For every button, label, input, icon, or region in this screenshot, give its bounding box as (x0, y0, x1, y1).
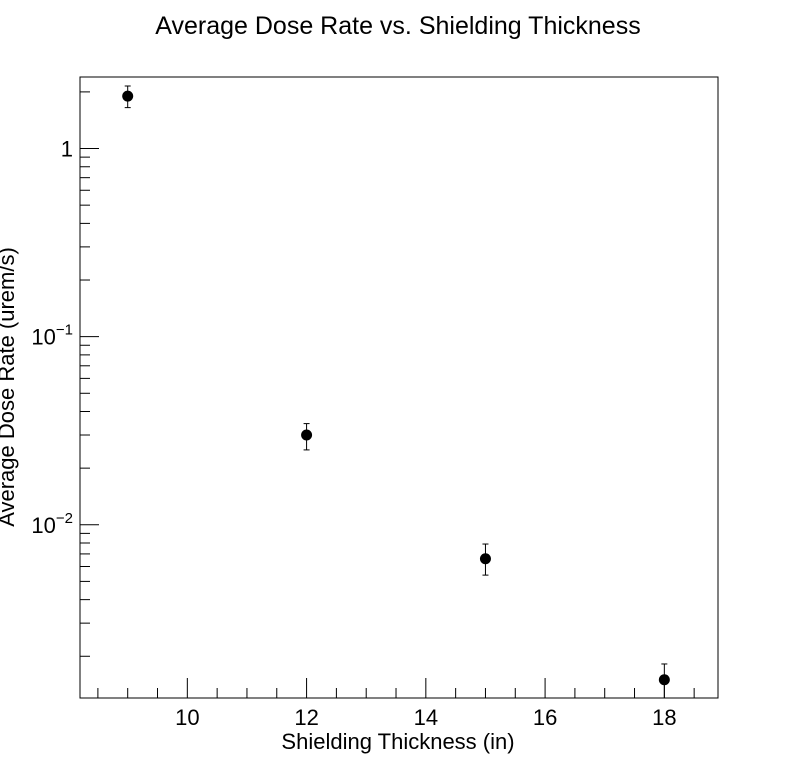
y-axis-ticks: 110−110−2 (31, 91, 99, 657)
x-tick-label: 12 (294, 705, 318, 730)
point-marker (301, 429, 313, 441)
y-tick-label: 10−1 (31, 322, 73, 350)
y-tick-exponent: −2 (56, 510, 73, 527)
data-point (479, 543, 491, 576)
y-tick-label: 1 (61, 137, 73, 162)
data-series (122, 85, 670, 699)
data-point (301, 423, 313, 451)
point-marker (122, 90, 134, 102)
point-marker (479, 553, 491, 565)
y-tick-label: 10−2 (31, 510, 73, 538)
y-tick-exponent: −1 (56, 322, 73, 339)
y-tick-base: 10 (31, 325, 55, 350)
y-tick-base: 1 (61, 137, 73, 162)
data-point (122, 85, 134, 109)
x-axis-ticks: 10 12 14 16 18 (97, 678, 695, 730)
y-axis-label: Average Dose Rate (urem/s) (0, 247, 19, 527)
chart-title: Average Dose Rate vs. Shielding Thicknes… (155, 12, 640, 40)
plot-frame (79, 76, 719, 699)
x-tick-label: 16 (533, 705, 557, 730)
y-tick-base: 10 (31, 513, 55, 538)
x-tick-label: 10 (175, 705, 199, 730)
point-marker (658, 674, 670, 686)
data-point (658, 663, 670, 699)
x-axis-label: Shielding Thickness (in) (281, 729, 514, 754)
x-tick-label: 18 (652, 705, 676, 730)
x-tick-label: 14 (414, 705, 438, 730)
